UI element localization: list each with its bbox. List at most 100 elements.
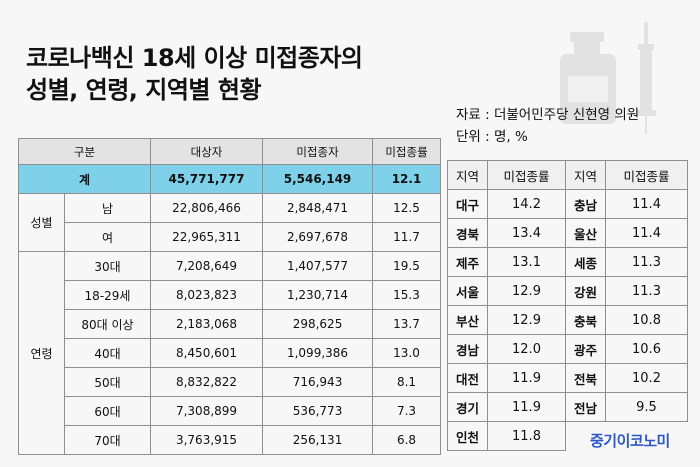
row-unvaccinated: 1,230,714 xyxy=(262,280,374,310)
page-title: 코로나백신 18세 이상 미접종자의 성별, 연령, 지역별 현황 xyxy=(26,42,363,106)
region-rate: 12.9 xyxy=(487,305,566,335)
region-row: 서울 12.9 강원 11.3 xyxy=(447,276,688,306)
table-row: 성별 남 22,806,466 2,848,471 12.5 xyxy=(18,193,442,252)
region-name: 울산 xyxy=(565,218,606,248)
region-rate: 10.6 xyxy=(605,334,688,364)
region-name: 서울 xyxy=(447,276,488,306)
region-row: 제주 13.1 세종 11.3 xyxy=(447,247,688,277)
row-rate: 13.0 xyxy=(372,338,442,368)
row-rate: 7.3 xyxy=(372,396,442,426)
region-name: 충남 xyxy=(565,189,606,219)
syringe-icon xyxy=(636,22,656,134)
region-rate: 11.8 xyxy=(487,421,566,451)
total-rate: 12.1 xyxy=(372,164,442,194)
header-unvaccinated: 미접종자 xyxy=(262,138,374,165)
row-unvaccinated: 256,131 xyxy=(262,425,374,455)
vaccine-illustration xyxy=(560,22,656,134)
region-table: 지역 미접종률 지역 미접종률 대구 14.2 충남 11.4 경북 13.4 … xyxy=(447,160,688,451)
total-label: 계 xyxy=(17,164,152,194)
row-unvaccinated: 536,773 xyxy=(262,396,374,426)
title-line-2: 성별, 연령, 지역별 현황 xyxy=(26,76,262,104)
region-name: 전남 xyxy=(565,392,606,422)
row-target: 8,832,822 xyxy=(150,367,264,397)
row-target: 8,450,601 xyxy=(150,338,264,368)
row-label: 30대 xyxy=(63,251,152,281)
region-rate: 11.3 xyxy=(605,247,688,277)
header-rate-2: 미접종률 xyxy=(605,160,688,190)
row-unvaccinated: 2,848,471 xyxy=(262,193,374,223)
row-target: 2,183,068 xyxy=(150,309,264,339)
region-rate: 14.2 xyxy=(487,189,566,219)
region-name: 광주 xyxy=(565,334,606,364)
region-row: 경북 13.4 울산 11.4 xyxy=(447,218,688,248)
row-target: 22,965,311 xyxy=(150,222,264,252)
vaccine-bottle-icon xyxy=(560,32,616,124)
region-name: 충북 xyxy=(565,305,606,335)
row-unvaccinated: 2,697,678 xyxy=(262,222,374,252)
region-name: 인천 xyxy=(447,421,488,451)
table-row: 60대 7,308,899 536,773 7.3 xyxy=(19,396,442,426)
total-target: 45,771,777 xyxy=(150,164,264,194)
total-row: 계 45,771,777 5,546,149 12.1 xyxy=(17,164,442,194)
region-name: 전북 xyxy=(565,363,606,393)
region-rate: 13.4 xyxy=(487,218,566,248)
region-rate: 10.8 xyxy=(605,305,688,335)
table-row: 연령 30대 7,208,649 1,407,577 19.5 xyxy=(18,251,442,455)
row-label: 80대 이상 xyxy=(63,309,152,339)
region-rate: 11.4 xyxy=(605,189,688,219)
table-header-row: 구분 대상자 미접종자 미접종률 xyxy=(17,138,442,165)
region-name: 경기 xyxy=(447,392,488,422)
region-row: 경남 12.0 광주 10.6 xyxy=(447,334,688,364)
row-rate: 8.1 xyxy=(372,367,442,397)
region-rate: 10.2 xyxy=(605,363,688,393)
region-rate: 9.5 xyxy=(605,392,688,422)
gender-group-label: 성별 xyxy=(18,193,65,252)
table-row: 50대 8,832,822 716,943 8.1 xyxy=(19,367,442,397)
header-rate: 미접종률 xyxy=(372,138,442,165)
region-rate: 12.0 xyxy=(487,334,566,364)
brand-logo: 중기이코노미 xyxy=(590,432,670,450)
table-row: 40대 8,450,601 1,099,386 13.0 xyxy=(19,338,442,368)
row-unvaccinated: 298,625 xyxy=(262,309,374,339)
region-name: 경북 xyxy=(447,218,488,248)
region-name: 강원 xyxy=(565,276,606,306)
region-row: 인천 11.8 xyxy=(447,421,688,451)
row-rate: 13.7 xyxy=(372,309,442,339)
row-unvaccinated: 1,407,577 xyxy=(262,251,374,281)
region-rate: 12.9 xyxy=(487,276,566,306)
region-header-row: 지역 미접종률 지역 미접종률 xyxy=(447,160,688,190)
row-target: 22,806,466 xyxy=(150,193,264,223)
row-target: 7,308,899 xyxy=(150,396,264,426)
region-row: 부산 12.9 충북 10.8 xyxy=(447,305,688,335)
row-rate: 15.3 xyxy=(372,280,442,310)
region-row: 대구 14.2 충남 11.4 xyxy=(447,189,688,219)
row-label: 여 xyxy=(63,222,152,252)
region-name: 대구 xyxy=(447,189,488,219)
region-rate: 11.3 xyxy=(605,276,688,306)
header-category: 구분 xyxy=(17,138,152,165)
row-rate: 19.5 xyxy=(372,251,442,281)
region-rate: 11.4 xyxy=(605,218,688,248)
row-target: 7,208,649 xyxy=(150,251,264,281)
region-name: 부산 xyxy=(447,305,488,335)
region-name: 대전 xyxy=(447,363,488,393)
row-target: 3,763,915 xyxy=(150,425,264,455)
row-label: 60대 xyxy=(63,396,152,426)
row-label: 70대 xyxy=(63,425,152,455)
table-row: 80대 이상 2,183,068 298,625 13.7 xyxy=(19,309,442,339)
total-unvaccinated: 5,546,149 xyxy=(262,164,374,194)
row-label: 50대 xyxy=(63,367,152,397)
row-label: 남 xyxy=(63,193,152,223)
unit-line: 단위 : 명, % xyxy=(456,129,528,145)
region-row: 대전 11.9 전북 10.2 xyxy=(447,363,688,393)
table-row: 18-29세 8,023,823 1,230,714 15.3 xyxy=(19,280,442,310)
row-rate: 12.5 xyxy=(372,193,442,223)
region-name: 경남 xyxy=(447,334,488,364)
header-rate-1: 미접종률 xyxy=(487,160,566,190)
main-table: 구분 대상자 미접종자 미접종률 계 45,771,777 5,546,149 … xyxy=(17,138,442,455)
row-target: 8,023,823 xyxy=(150,280,264,310)
region-rate: 13.1 xyxy=(487,247,566,277)
header-target: 대상자 xyxy=(150,138,264,165)
region-name: 제주 xyxy=(447,247,488,277)
region-rate: 11.9 xyxy=(487,363,566,393)
